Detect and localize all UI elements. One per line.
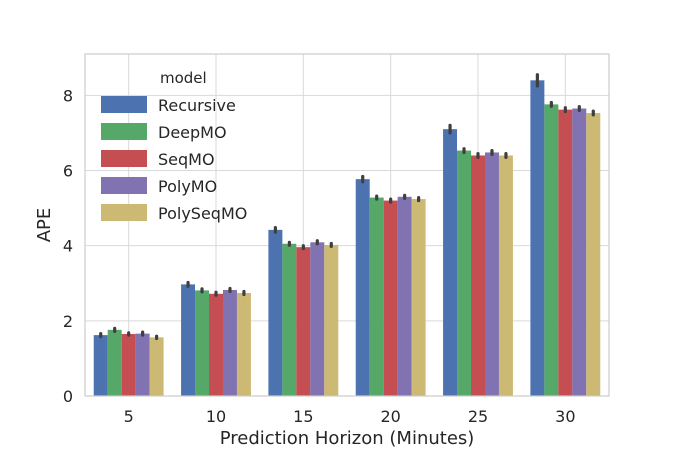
x-tick-label: 25: [468, 407, 488, 426]
bar: [222, 290, 237, 396]
bar: [530, 80, 545, 397]
legend-entry: PolyMO: [158, 177, 217, 196]
x-tick-labels: 5 10 15 20 25 30: [124, 407, 576, 426]
y-tick-label: 0: [63, 387, 73, 406]
bar: [195, 290, 210, 396]
legend-swatch: [101, 204, 147, 221]
bar: [383, 200, 398, 396]
legend-swatch: [101, 150, 147, 167]
bar: [181, 284, 196, 396]
error-bars: [99, 73, 595, 341]
x-tick-label: 15: [293, 407, 313, 426]
bar-series: [93, 80, 601, 397]
legend-entry: DeepMO: [158, 123, 227, 142]
legend-entry: SeqMO: [158, 150, 215, 169]
bar: [324, 244, 339, 396]
legend-title: model: [160, 69, 207, 87]
bar: [268, 229, 283, 396]
bar: [135, 333, 150, 396]
y-tick-label: 2: [63, 312, 73, 331]
y-axis-label: APE: [34, 208, 55, 243]
plot-area: [85, 54, 609, 396]
bar: [558, 109, 573, 396]
legend-swatch: [101, 177, 147, 194]
bar: [282, 243, 297, 396]
bar: [498, 155, 513, 396]
bar: [310, 242, 325, 396]
bar: [397, 196, 412, 396]
y-tick-labels: 0 2 4 6 8: [63, 86, 73, 406]
x-axis-label: Prediction Horizon (Minutes): [220, 428, 475, 449]
legend-entry: PolySeqMO: [158, 204, 247, 223]
bar: [355, 179, 370, 396]
bar: [471, 155, 485, 396]
x-tick-label: 20: [380, 407, 400, 426]
x-tick-label: 30: [555, 407, 575, 426]
bar: [296, 247, 311, 396]
y-tick-label: 8: [63, 86, 73, 105]
bar: [107, 329, 122, 396]
bar: [411, 199, 426, 396]
bar: [586, 113, 601, 396]
bar: [236, 293, 251, 396]
bar: [443, 129, 458, 396]
x-tick-label: 5: [124, 407, 134, 426]
bar: [369, 197, 384, 396]
legend-swatch: [101, 96, 147, 113]
bar: [544, 104, 559, 396]
x-tick-label: 10: [206, 407, 226, 426]
legend-entry: Recursive: [158, 96, 236, 115]
bar: [484, 152, 499, 396]
y-tick-label: 4: [63, 237, 73, 256]
legend-swatch: [101, 123, 147, 140]
bar: [149, 337, 164, 396]
bar: [209, 293, 223, 396]
legend: model Recursive DeepMO SeqMO PolyMO PolySeqM…: [101, 69, 247, 223]
bar: [457, 150, 472, 396]
bar: [572, 108, 587, 396]
bar: [121, 333, 136, 396]
y-tick-label: 6: [63, 162, 73, 181]
plot-frame: [84, 53, 610, 397]
bar: [93, 335, 108, 396]
